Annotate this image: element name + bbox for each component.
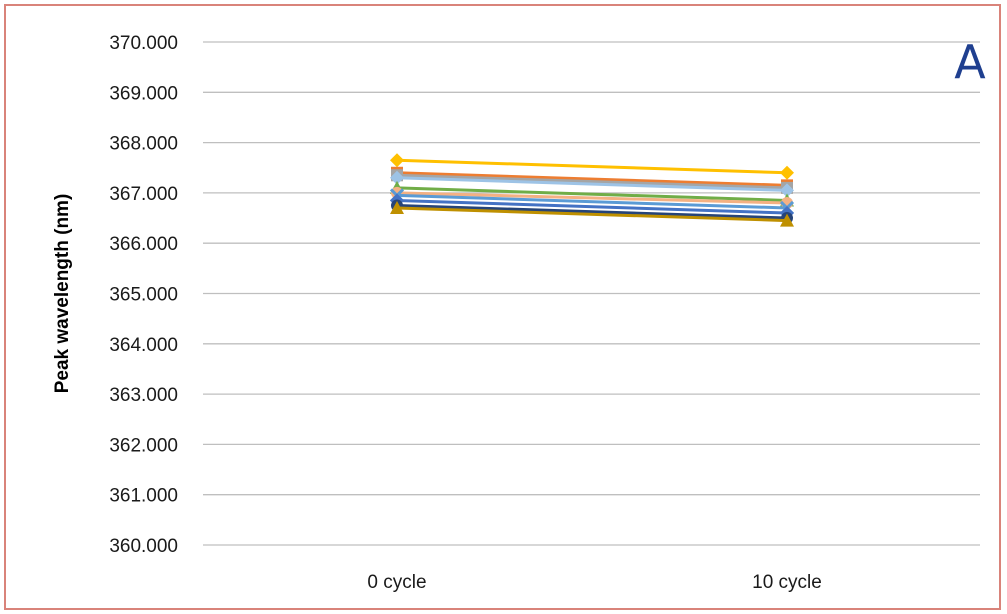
series-line [396, 191, 788, 205]
y-tick-label: 361.000 [109, 486, 178, 507]
y-axis-title: Peak wavelength (nm) [52, 194, 73, 394]
series-line [396, 206, 788, 223]
series-line [396, 171, 788, 187]
y-tick-label: 366.000 [109, 234, 178, 255]
y-tick-label: 360.000 [109, 536, 178, 557]
y-tick-label: 370.000 [109, 33, 178, 54]
data-point [390, 153, 404, 168]
series-line [396, 176, 788, 192]
y-tick-label: 369.000 [109, 83, 178, 104]
series-line [396, 198, 788, 215]
data-point [780, 183, 794, 198]
data-point [390, 170, 404, 185]
y-tick-label: 362.000 [109, 435, 178, 456]
data-point [780, 213, 794, 227]
x-tick-labels: 0 cycle 10 cycle [367, 572, 821, 593]
x-tick-label: 0 cycle [367, 572, 426, 593]
series-line [396, 203, 788, 220]
y-tick-label: 364.000 [109, 335, 178, 356]
y-tick-label: 368.000 [109, 134, 178, 155]
y-tick-label: 365.000 [109, 285, 178, 306]
series-line [396, 173, 788, 190]
series-line [396, 186, 788, 202]
series-line [396, 193, 788, 210]
data-series [390, 200, 794, 227]
y-tick-labels: 360.000 361.000 362.000 363.000 364.000 365.0… [109, 33, 178, 557]
series-line [396, 158, 788, 175]
x-tick-label: 10 cycle [752, 572, 822, 593]
gridlines [203, 41, 980, 546]
data-series [390, 170, 794, 198]
series-group [389, 153, 795, 227]
chart-frame [4, 4, 1001, 610]
data-series [390, 153, 794, 180]
y-tick-label: 363.000 [109, 385, 178, 406]
data-point [390, 200, 404, 214]
data-point [780, 165, 794, 180]
panel-label: A [954, 35, 986, 89]
y-tick-label: 367.000 [109, 184, 178, 205]
